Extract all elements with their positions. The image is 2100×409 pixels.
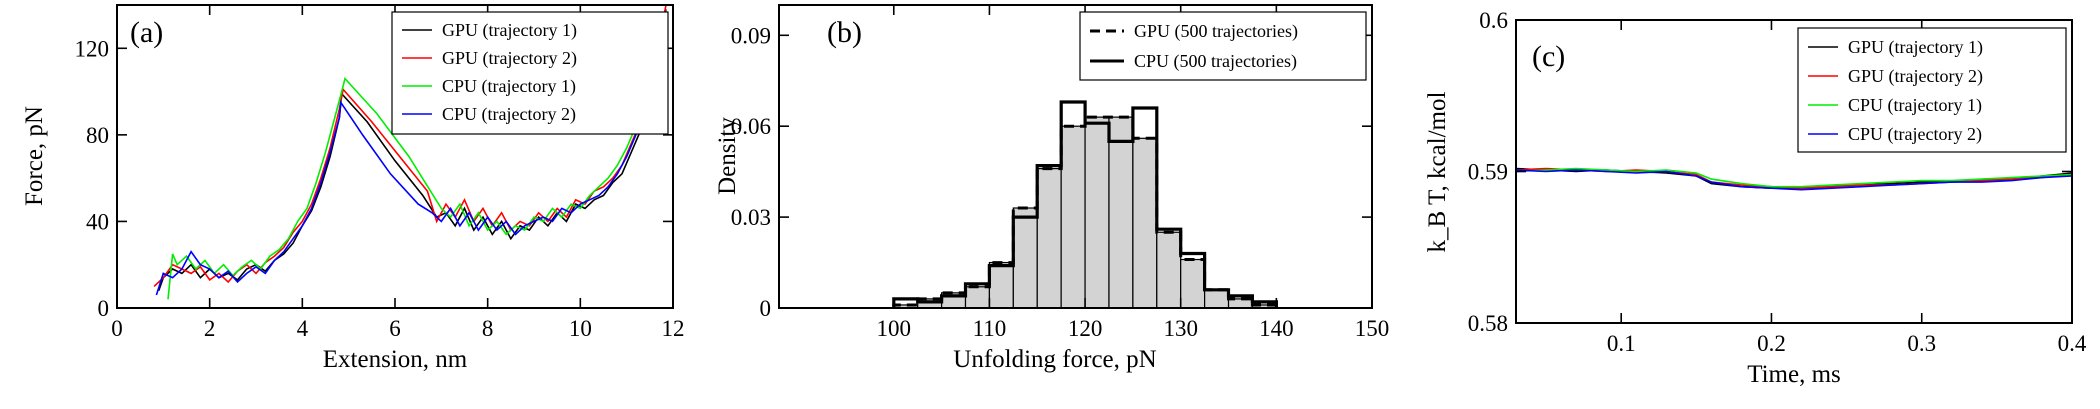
panel-b-xtick-label: 100 (877, 316, 912, 341)
panel-c-xlabel: Time, ms (1747, 361, 1841, 388)
gpu-hist-bar (1036, 168, 1062, 309)
panel-c-legend: GPU (trajectory 1) GPU (trajectory 2) CPU … (1797, 27, 2067, 153)
panel-a-xlabel: Extension, nm (323, 346, 468, 373)
gpu-hist-bar (1156, 231, 1182, 309)
panel-a-tag: (a) (130, 16, 163, 49)
panel-a-xtick-label: 12 (662, 316, 685, 341)
panel-a-legend-label-1: GPU (trajectory 1) (442, 20, 577, 41)
panel-b-tag: (b) (827, 16, 862, 49)
panel-a-xtick-label: 4 (297, 316, 309, 341)
panel-b-xtick-label: 150 (1355, 316, 1390, 341)
panel-c-legend-box (1797, 27, 2067, 153)
panel-c-tag: (c) (1532, 40, 1565, 73)
panel-a-legend-label-3: CPU (trajectory 1) (442, 76, 576, 97)
panel-a-ylabel: Force, pN (21, 106, 48, 206)
gpu-hist-bar (988, 261, 1014, 309)
cpu-hist-outline (892, 100, 1278, 308)
panel-a-xtick-label: 10 (569, 316, 592, 341)
panel-c-legend-label-4: CPU (trajectory 2) (1848, 124, 1982, 145)
panel-a-xtick-label: 2 (204, 316, 216, 341)
panel-a-legend: GPU (trajectory 1) GPU (trajectory 2) CPU … (391, 11, 669, 135)
panel-b-plot-area (892, 100, 1278, 309)
panel-b-ytick-label: 0 (760, 296, 772, 321)
panel-a-legend-label-2: GPU (trajectory 2) (442, 48, 577, 69)
panel-a-xtick-label: 0 (111, 316, 123, 341)
panel-a-xtick-label: 8 (482, 316, 494, 341)
panel-c-axes: 0.1 0.2 0.3 0.4 0.58 0.59 0.6 (1468, 8, 2087, 356)
gpu-hist-bar (1084, 116, 1110, 309)
panel-c-series-line-4 (1516, 169, 2072, 191)
panel-b-xtick-label: 120 (1068, 316, 1103, 341)
panel-b-xtick-label: 130 (1163, 316, 1198, 341)
panel-b-xtick-label: 140 (1259, 316, 1294, 341)
panel-b: 100 110 120 130 140 150 0 0.03 0.06 0.09 (b) Unfo… (714, 4, 1390, 373)
panel-a-plot-area (153, 5, 667, 300)
gpu-hist-bar (964, 286, 991, 309)
panel-b-ytick-label: 0.03 (731, 205, 771, 230)
gpu-hist-bar (1060, 125, 1086, 309)
panel-c-xtick-label: 0.2 (1757, 331, 1786, 356)
panel-b-ylabel: Density (714, 117, 741, 195)
panel-c-ylabel: k_B T, kcal/mol (1424, 92, 1451, 253)
panel-a-legend-box (391, 11, 669, 135)
gpu-hist-bar (1108, 116, 1134, 309)
panel-b-ytick-label: 0.09 (731, 23, 771, 48)
panel-a-series-line-2 (153, 5, 667, 287)
panel-a-ytick-label: 40 (86, 209, 109, 234)
panel-c-legend-label-2: GPU (trajectory 2) (1848, 66, 1983, 87)
panel-c-legend-label-3: CPU (trajectory 1) (1848, 95, 1982, 116)
panel-b-legend: GPU (500 trajectories) CPU (500 trajector… (1079, 11, 1367, 81)
panel-a-xtick-label: 6 (389, 316, 401, 341)
panel-c-series-line-3 (1516, 167, 2072, 188)
panel-a-ytick-label: 80 (86, 123, 109, 148)
panel-b-ytick-label: 0.06 (731, 114, 771, 139)
panel-b-frame (778, 4, 1373, 309)
gpu-hist-bar (1132, 137, 1158, 309)
panel-b-xlabel: Unfolding force, pN (953, 346, 1156, 373)
panel-b-xtick-label: 110 (973, 316, 1007, 341)
panel-b-legend-label-2: CPU (500 trajectories) (1134, 51, 1297, 72)
panel-c-ytick-label: 0.59 (1468, 160, 1508, 185)
panel-a-legend-label-4: CPU (trajectory 2) (442, 104, 576, 125)
panel-a-ytick-label: 0 (98, 296, 110, 321)
gpu-hist-bar (1180, 258, 1206, 309)
panel-b-legend-label-1: GPU (500 trajectories) (1134, 21, 1298, 42)
panel-a-series-line-4 (155, 13, 665, 296)
panel-c-xtick-label: 0.4 (2058, 331, 2087, 356)
gpu-hist-bar (1012, 207, 1038, 309)
gpu-hist-bar (1204, 289, 1230, 309)
panel-c-ytick-label: 0.58 (1468, 311, 1508, 336)
panel-c-plot-area (1516, 167, 2072, 191)
panel-c-xtick-label: 0.3 (1907, 331, 1936, 356)
panel-a-ytick-label: 120 (75, 36, 110, 61)
panel-c-ytick-label: 0.6 (1479, 8, 1508, 33)
panel-b-axes: 100 110 120 130 140 150 0 0.03 0.06 0.09 (731, 5, 1390, 341)
panel-c: 0.1 0.2 0.3 0.4 0.58 0.59 0.6 (c) Time, ms k_B… (1424, 8, 2087, 388)
panel-c-legend-label-1: GPU (trajectory 1) (1848, 37, 1983, 58)
panel-b-legend-box (1079, 11, 1367, 81)
panel-c-xtick-label: 0.1 (1607, 331, 1636, 356)
